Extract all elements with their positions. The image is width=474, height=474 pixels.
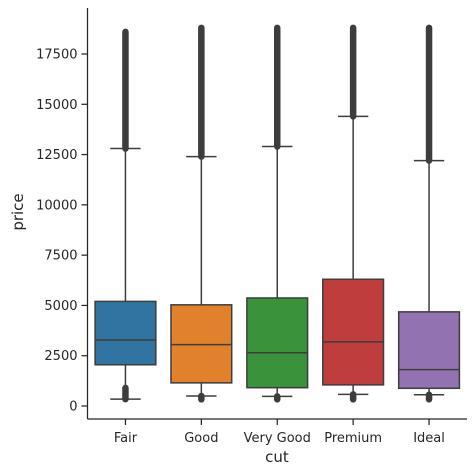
- box-premium: [322, 24, 385, 403]
- x-tick-label: Good: [184, 431, 218, 446]
- iqr-box: [246, 297, 309, 389]
- y-tick-label: 0: [69, 400, 77, 415]
- y-ticks: 0 2500 5000 7500 10000 12500 15000 17500: [36, 48, 88, 415]
- iqr-box: [322, 278, 385, 386]
- y-tick-label: 10000: [36, 198, 77, 213]
- y-tick-label: 2500: [44, 349, 77, 364]
- x-tick-label: Fair: [114, 431, 138, 446]
- y-tick-label: 5000: [44, 299, 77, 314]
- iqr-box: [94, 300, 157, 366]
- y-axis-label: price: [9, 193, 27, 230]
- x-tick-label: Very Good: [244, 431, 311, 446]
- y-tick-label: 17500: [36, 48, 77, 63]
- x-axis-label: cut: [265, 448, 289, 466]
- y-tick-label: 7500: [44, 249, 77, 264]
- iqr-box: [397, 311, 461, 390]
- box-good: [170, 24, 233, 403]
- boxes: [94, 24, 461, 403]
- box-very-good: [246, 24, 309, 403]
- x-tick-label: Premium: [324, 431, 382, 446]
- y-tick-label: 15000: [36, 98, 77, 113]
- x-tick-label: Ideal: [413, 431, 445, 446]
- iqr-box: [170, 304, 233, 384]
- box-fair: [94, 28, 157, 403]
- x-ticks: Fair Good Very Good Premium Ideal: [114, 419, 445, 446]
- box-ideal: [397, 24, 461, 403]
- y-tick-label: 12500: [36, 148, 77, 163]
